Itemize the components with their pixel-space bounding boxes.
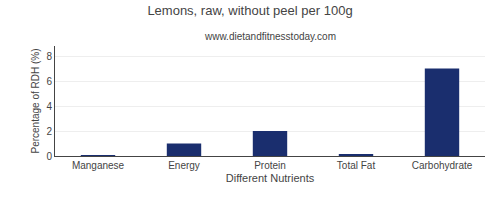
svg-text:0: 0 — [46, 151, 52, 162]
svg-text:Total Fat: Total Fat — [337, 160, 376, 171]
svg-text:Manganese: Manganese — [72, 160, 125, 171]
svg-text:2: 2 — [46, 126, 52, 137]
svg-text:6: 6 — [46, 76, 52, 87]
svg-text:Carbohydrate: Carbohydrate — [412, 160, 473, 171]
svg-text:Energy: Energy — [168, 160, 200, 171]
svg-text:8: 8 — [46, 51, 52, 62]
svg-text:4: 4 — [46, 101, 52, 112]
svg-text:www.dietandfitnesstoday.com: www.dietandfitnesstoday.com — [204, 31, 336, 42]
svg-text:Percentage of RDH (%): Percentage of RDH (%) — [30, 48, 41, 153]
svg-text:Lemons, raw, without peel per: Lemons, raw, without peel per 100g — [147, 3, 352, 18]
svg-text:Different Nutrients: Different Nutrients — [226, 172, 315, 184]
svg-text:Protein: Protein — [254, 160, 286, 171]
